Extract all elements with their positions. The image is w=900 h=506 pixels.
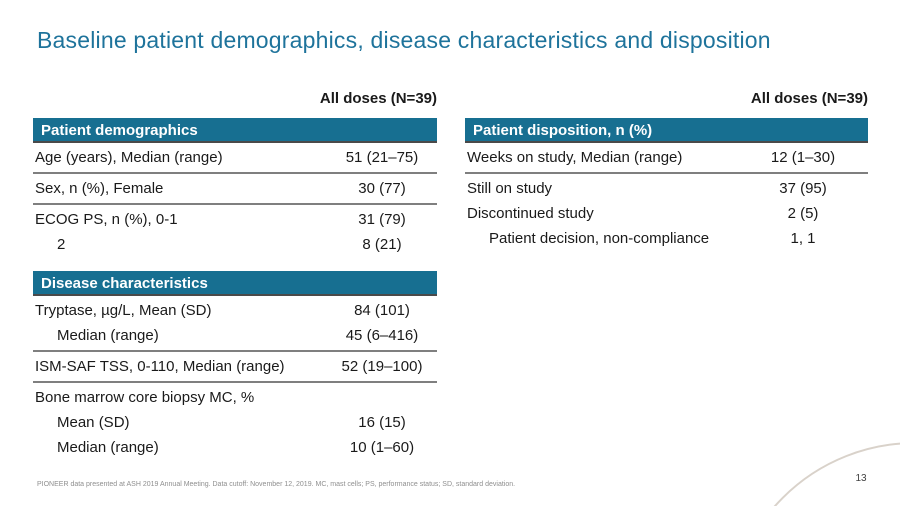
table-group: Age (years), Median (range) 51 (21–75) — [33, 143, 437, 174]
row-label: Still on study — [467, 180, 553, 197]
table-group: Bone marrow core biopsy MC, % Mean (SD) 16… — [33, 383, 437, 462]
table-row: Age (years), Median (range) 51 (21–75) — [33, 145, 437, 170]
table-row: Bone marrow core biopsy MC, % — [33, 385, 437, 410]
column-header-all-doses-right: All doses (N=39) — [750, 90, 868, 107]
table-group: ECOG PS, n (%), 0-1 31 (79) 2 8 (21) — [33, 205, 437, 259]
row-value: 52 (19–100) — [341, 358, 423, 375]
row-value: 84 (101) — [354, 302, 410, 319]
table-row: ECOG PS, n (%), 0-1 31 (79) — [33, 207, 437, 232]
table-row: Median (range) 45 (6–416) — [33, 323, 437, 348]
row-label: Median (range) — [57, 327, 159, 344]
table-group: Tryptase, µg/L, Mean (SD) 84 (101) Median … — [33, 296, 437, 352]
row-value: 31 (79) — [358, 211, 406, 228]
footer-citation: PIONEER data presented at ASH 2019 Annua… — [37, 481, 516, 488]
row-label: Median (range) — [57, 439, 159, 456]
row-value: 1, 1 — [790, 230, 816, 247]
row-label: 2 — [57, 236, 66, 253]
table-group: Weeks on study, Median (range) 12 (1–30) — [465, 143, 868, 174]
row-label: Weeks on study, Median (range) — [467, 149, 683, 166]
table-section-header: Patient demographics — [33, 118, 437, 143]
table-group: ISM-SAF TSS, 0-110, Median (range) 52 (19… — [33, 352, 437, 383]
slide-title: Baseline patient demographics, disease c… — [37, 27, 771, 53]
table-section-header: Patient disposition, n (%) — [465, 118, 868, 143]
column-header-all-doses-left: All doses (N=39) — [319, 90, 437, 107]
table-section-header: Disease characteristics — [33, 271, 437, 296]
row-value: 16 (15) — [358, 414, 406, 431]
table-row: Median (range) 10 (1–60) — [33, 435, 437, 460]
row-label: Mean (SD) — [57, 414, 130, 431]
row-label: Age (years), Median (range) — [35, 149, 223, 166]
table-row: Discontinued study 2 (5) — [465, 201, 868, 226]
row-value: 37 (95) — [779, 180, 827, 197]
row-value: 12 (1–30) — [770, 149, 836, 166]
table-row: Sex, n (%), Female 30 (77) — [33, 176, 437, 201]
table-row: Patient decision, non-compliance 1, 1 — [465, 226, 868, 251]
table-row: Mean (SD) 16 (15) — [33, 410, 437, 435]
row-value: 8 (21) — [362, 236, 402, 253]
row-label: Discontinued study — [467, 205, 594, 222]
row-value: 2 (5) — [787, 205, 819, 222]
table-disease-characteristics: Disease characteristics Tryptase, µg/L, M… — [33, 271, 437, 462]
table-patient-disposition: Patient disposition, n (%) Weeks on study… — [465, 118, 868, 253]
row-label: Patient decision, non-compliance — [489, 230, 710, 247]
row-label: Bone marrow core biopsy MC, % — [35, 389, 255, 406]
row-label: ISM-SAF TSS, 0-110, Median (range) — [35, 358, 285, 375]
decorative-arc — [727, 442, 900, 506]
row-value: 10 (1–60) — [349, 439, 415, 456]
table-row: Tryptase, µg/L, Mean (SD) 84 (101) — [33, 298, 437, 323]
row-label: Tryptase, µg/L, Mean (SD) — [35, 302, 212, 319]
table-row: ISM-SAF TSS, 0-110, Median (range) 52 (19… — [33, 354, 437, 379]
table-patient-demographics: Patient demographics Age (years), Median … — [33, 118, 437, 259]
table-group: Still on study 37 (95) Discontinued study 2… — [465, 174, 868, 253]
table-group: Sex, n (%), Female 30 (77) — [33, 174, 437, 205]
row-value: 30 (77) — [358, 180, 406, 197]
table-row: 2 8 (21) — [33, 232, 437, 257]
row-label: Sex, n (%), Female — [35, 180, 164, 197]
row-label: ECOG PS, n (%), 0-1 — [35, 211, 178, 228]
row-value: 51 (21–75) — [345, 149, 419, 166]
row-value: 45 (6–416) — [345, 327, 419, 344]
table-row: Still on study 37 (95) — [465, 176, 868, 201]
table-row: Weeks on study, Median (range) 12 (1–30) — [465, 145, 868, 170]
